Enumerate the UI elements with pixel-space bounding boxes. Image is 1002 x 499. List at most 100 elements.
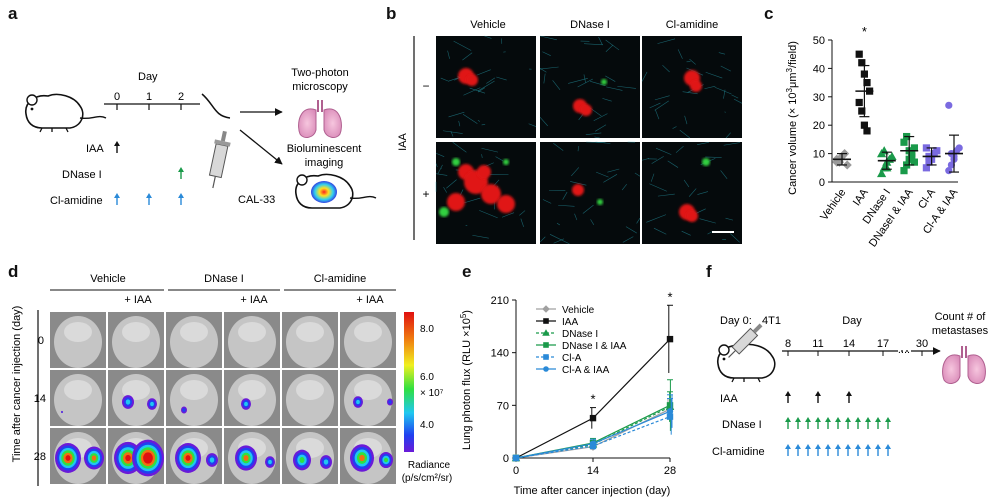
c-data-point [900, 138, 908, 146]
panel-b-microscopy: Vehicle DNase I Cl-amidine IAA − + [397, 19, 743, 245]
d-day-14: 14 [34, 393, 46, 405]
c-y-tick-label: 10 [813, 149, 825, 161]
cancer-cell-cluster [686, 210, 698, 222]
e-y-tick-label: 210 [491, 295, 509, 307]
vessel-fiber [725, 217, 734, 221]
mouse-highlight [354, 322, 382, 342]
c-category-label: Vehicle [818, 187, 848, 223]
e-data-point [512, 454, 520, 462]
c-data-point [863, 127, 871, 135]
f-treatment-arrow-head [785, 444, 791, 449]
f-treatment-arrow-head [845, 444, 851, 449]
cancer-cell-cluster [580, 104, 592, 116]
output-two-photon-line1: Two-photon [291, 67, 348, 79]
f-treatment-arrow-head [825, 417, 831, 422]
mouse-illustration [25, 93, 107, 133]
vessel-fiber [442, 130, 463, 134]
vessel-fiber [495, 156, 503, 162]
c-data-point [910, 144, 918, 152]
f-day-tick-label: 17 [877, 338, 889, 350]
vessel-fiber [655, 109, 660, 120]
imaging-tile [282, 370, 338, 426]
f-treatment-dnase: DNase I [722, 419, 762, 431]
c-y-tick-label: 40 [813, 63, 825, 75]
lung-icon [298, 100, 342, 138]
vessel-fiber [477, 87, 485, 93]
vessel-fiber [558, 204, 575, 207]
net-signal [597, 199, 603, 205]
imaging-tile [50, 312, 106, 368]
vessel-fiber [662, 64, 670, 73]
vessel-fiber [683, 179, 690, 188]
day-label: Day [138, 71, 158, 83]
day-tick-2: 2 [178, 91, 184, 103]
vessel-fiber [705, 156, 722, 158]
vessel-fiber [654, 95, 670, 101]
vessel-fiber [553, 143, 564, 151]
panel-letter-f: f [706, 262, 712, 281]
vessel-fiber [539, 66, 559, 70]
net-signal [452, 158, 460, 166]
mouse-highlight [64, 380, 92, 400]
vessel-fiber [528, 123, 537, 127]
tile-background [540, 142, 640, 244]
vessel-fiber [582, 204, 594, 214]
c-data-point [933, 147, 941, 155]
imaging-tile [282, 312, 338, 368]
vessel-fiber [688, 188, 697, 197]
bioluminescence-signal [323, 459, 329, 465]
e-legend-marker [543, 354, 549, 360]
imaging-tile [50, 370, 106, 426]
vessel-fiber [539, 117, 548, 127]
f-output-line1: Count # of [935, 311, 987, 323]
e-legend-label: DNase I & IAA [562, 341, 627, 352]
bioluminescence-signal [243, 455, 249, 461]
e-y-tick-label: 70 [497, 400, 509, 412]
bioluminescence-signal [299, 457, 305, 463]
f-day-tick-label: 14 [843, 338, 855, 350]
panel-letter-c: c [764, 4, 774, 23]
vessel-fiber [672, 126, 677, 129]
f-treatment-arrow-head [805, 417, 811, 422]
d-group-dnase: DNase I [204, 273, 244, 285]
vessel-fiber [463, 87, 481, 96]
bioluminescence-signal [244, 401, 248, 407]
vessel-fiber [603, 174, 618, 183]
f-treatment-arrow-head [855, 417, 861, 422]
f-treatment-arrow-head [815, 417, 821, 422]
e-data-point [666, 402, 674, 409]
c-y-tick-label: 20 [813, 120, 825, 132]
vessel-fiber [705, 71, 723, 79]
e-legend-label: Cl-A & IAA [562, 365, 610, 376]
f-mouse-illustration [717, 343, 776, 383]
vessel-fiber [556, 222, 561, 226]
f-day-label: Day [842, 315, 862, 327]
vessel-fiber [477, 120, 481, 122]
mouse-highlight [354, 380, 382, 400]
e-significance-star: * [590, 392, 595, 407]
cbar-tick-4: 4.0 [420, 420, 434, 431]
cbar-tick-6: 6.0 [420, 372, 434, 383]
f-treatment-arrow-head [835, 417, 841, 422]
c-ylabel: Cancer volume (× 103μm3/field) [785, 41, 799, 195]
d-day-0: 0 [38, 335, 44, 347]
vessel-fiber [636, 217, 641, 224]
microscopy-tile [436, 35, 537, 138]
vessel-fiber [634, 172, 641, 177]
mouse-highlight [296, 380, 324, 400]
vessel-fiber [677, 49, 683, 59]
vessel-fiber [594, 136, 600, 139]
vessel-fiber [622, 236, 634, 243]
net-signal [601, 79, 607, 85]
column-header-vehicle: Vehicle [470, 19, 505, 31]
row-label-minus: − [422, 79, 429, 93]
e-data-point [666, 413, 674, 420]
vessel-fiber [724, 111, 726, 113]
e-data-point [589, 440, 597, 447]
vessel-fiber [540, 35, 557, 41]
vessel-fiber [605, 39, 620, 51]
radiance-colorbar [404, 312, 414, 452]
c-data-point [900, 167, 908, 175]
panel-letter-e: e [462, 262, 472, 281]
